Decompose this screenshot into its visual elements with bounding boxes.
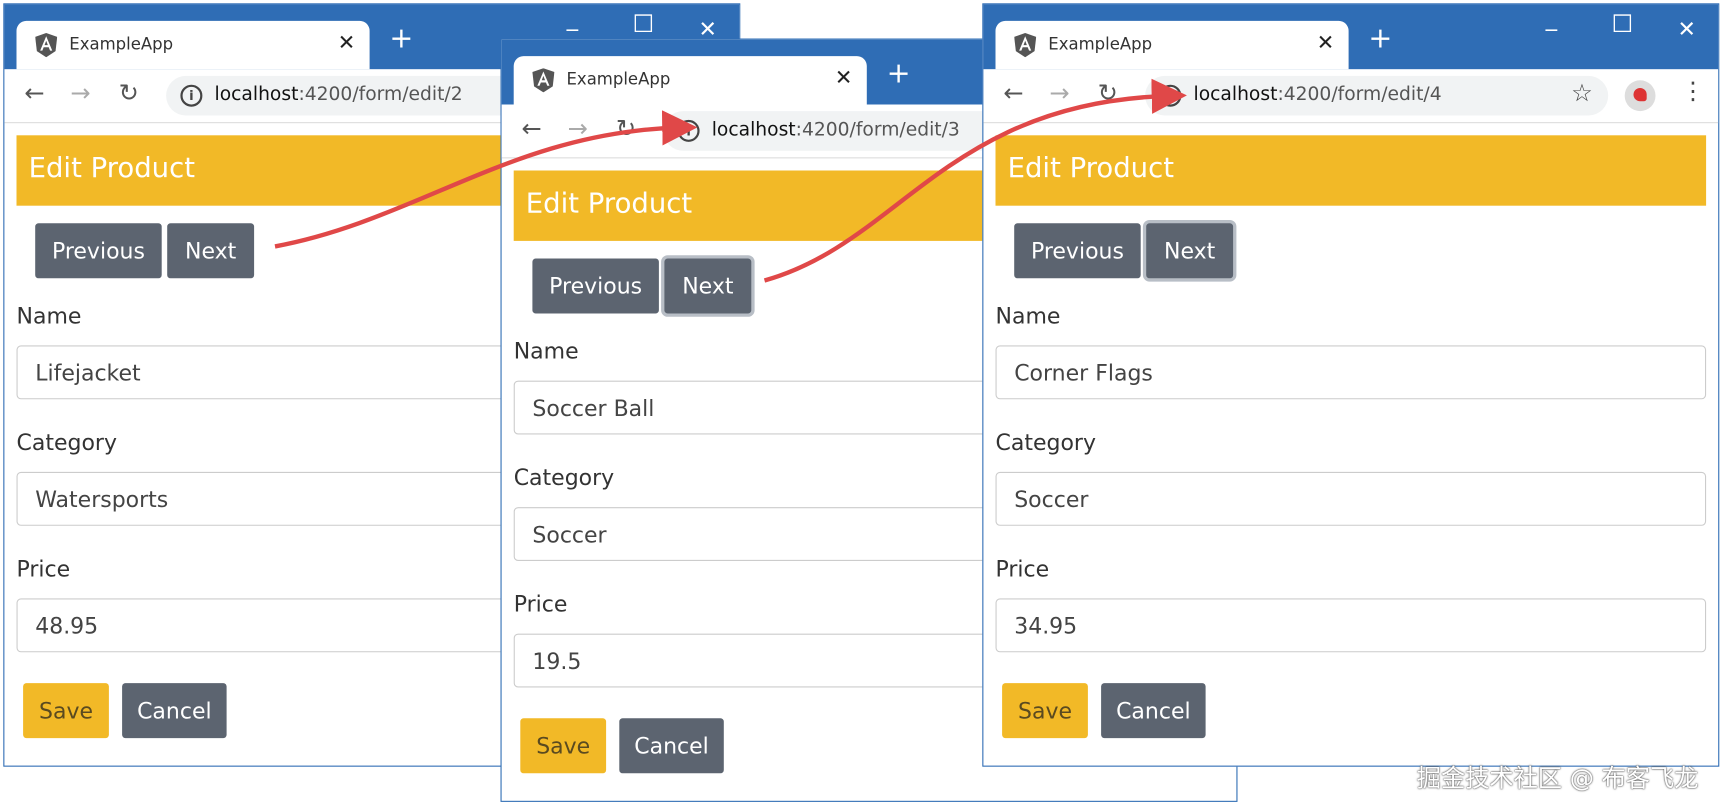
save-button[interactable]: Save: [23, 683, 109, 739]
maximize-icon[interactable]: ☐: [632, 11, 655, 39]
title-bar: ExampleApp ✕ + ‒ ☐ ✕: [983, 4, 1719, 70]
reload-icon[interactable]: ↻: [118, 80, 140, 108]
minimize-icon[interactable]: ‒: [565, 15, 580, 42]
tab-close-icon[interactable]: ✕: [834, 66, 853, 91]
window-close-icon[interactable]: ✕: [698, 15, 717, 42]
address-bar[interactable]: i localhost:4200/form/edit/4 ☆: [1145, 75, 1609, 116]
menu-icon[interactable]: ⋮: [1680, 78, 1705, 106]
category-label: Category: [995, 429, 1096, 456]
price-input[interactable]: 34.95: [995, 598, 1707, 653]
category-label: Category: [16, 429, 117, 456]
page-title: Edit Product: [1007, 151, 1175, 184]
url-path: :4200/form/edit/2: [298, 83, 463, 106]
back-icon[interactable]: ←: [521, 115, 542, 144]
tab-title: ExampleApp: [566, 69, 671, 90]
tab-close-icon[interactable]: ✕: [337, 30, 356, 55]
new-tab-icon[interactable]: +: [886, 57, 911, 91]
cancel-button[interactable]: Cancel: [1101, 683, 1206, 739]
angular-icon: [1014, 33, 1037, 58]
price-label: Price: [995, 555, 1050, 582]
next-button[interactable]: Next: [1146, 223, 1234, 279]
price-label: Price: [513, 590, 568, 618]
previous-button[interactable]: Previous: [532, 258, 659, 314]
url-host: localhost: [1193, 83, 1278, 106]
price-label: Price: [16, 555, 71, 582]
info-icon[interactable]: i: [1159, 84, 1182, 107]
category-label: Category: [513, 464, 615, 491]
angular-icon: [35, 33, 58, 58]
url-text[interactable]: localhost:4200/form/edit/4: [1194, 84, 1442, 106]
save-button[interactable]: Save: [1002, 683, 1088, 739]
browser-tab[interactable]: ExampleApp ✕: [513, 56, 867, 105]
previous-button[interactable]: Previous: [1014, 223, 1141, 279]
name-label: Name: [16, 302, 82, 329]
title-bar: ExampleApp ✕ + ‒ ☐ ✕: [4, 4, 740, 70]
info-icon[interactable]: i: [180, 84, 203, 107]
browser-tab[interactable]: ExampleApp ✕: [16, 20, 370, 70]
window-close-icon[interactable]: ✕: [1677, 15, 1696, 42]
page-title: Edit Product: [525, 187, 693, 219]
browser-toolbar: ← → ↻ i localhost:4200/form/edit/4 ☆ ⋮: [983, 69, 1719, 124]
name-label: Name: [995, 302, 1061, 329]
forward-icon[interactable]: →: [1049, 80, 1070, 108]
bookmark-star-icon[interactable]: ☆: [1571, 80, 1593, 108]
name-label: Name: [513, 337, 579, 365]
browser-window-3: ExampleApp ✕ + ‒ ☐ ✕ ← → ↻ i localhost:4…: [982, 3, 1720, 767]
forward-icon[interactable]: →: [70, 80, 91, 108]
reload-icon[interactable]: ↻: [1097, 80, 1119, 108]
page-title: Edit Product: [28, 151, 196, 184]
info-icon[interactable]: i: [677, 119, 700, 142]
reload-icon[interactable]: ↻: [616, 115, 637, 144]
profile-avatar[interactable]: [1624, 80, 1656, 112]
category-input[interactable]: Soccer: [995, 471, 1707, 526]
cancel-button[interactable]: Cancel: [619, 718, 724, 774]
cancel-button[interactable]: Cancel: [122, 683, 227, 739]
url-host: localhost: [214, 83, 299, 106]
tab-title: ExampleApp: [1048, 34, 1153, 54]
watermark: 掘金技术社区 @ 布客飞龙: [1416, 765, 1699, 794]
url-text[interactable]: localhost:4200/form/edit/2: [215, 84, 463, 106]
maximize-icon[interactable]: ☐: [1611, 11, 1634, 39]
url-host: localhost: [711, 118, 796, 141]
browser-tab[interactable]: ExampleApp ✕: [995, 20, 1349, 70]
url-path: :4200/form/edit/3: [795, 118, 960, 141]
url-text[interactable]: localhost:4200/form/edit/3: [712, 119, 960, 141]
new-tab-icon[interactable]: +: [1368, 22, 1393, 55]
next-button[interactable]: Next: [167, 223, 255, 279]
back-icon[interactable]: ←: [24, 80, 45, 108]
save-button[interactable]: Save: [520, 718, 607, 774]
page-header: Edit Product: [995, 135, 1707, 206]
previous-button[interactable]: Previous: [35, 223, 162, 279]
minimize-icon[interactable]: ‒: [1544, 15, 1559, 42]
tab-close-icon[interactable]: ✕: [1316, 30, 1335, 55]
angular-icon: [532, 68, 555, 93]
new-tab-icon[interactable]: +: [389, 22, 414, 55]
forward-icon[interactable]: →: [567, 115, 588, 144]
next-button[interactable]: Next: [664, 258, 752, 314]
name-input[interactable]: Corner Flags: [995, 345, 1707, 400]
url-path: :4200/form/edit/4: [1277, 83, 1442, 106]
back-icon[interactable]: ←: [1003, 80, 1024, 108]
tab-title: ExampleApp: [69, 34, 174, 54]
